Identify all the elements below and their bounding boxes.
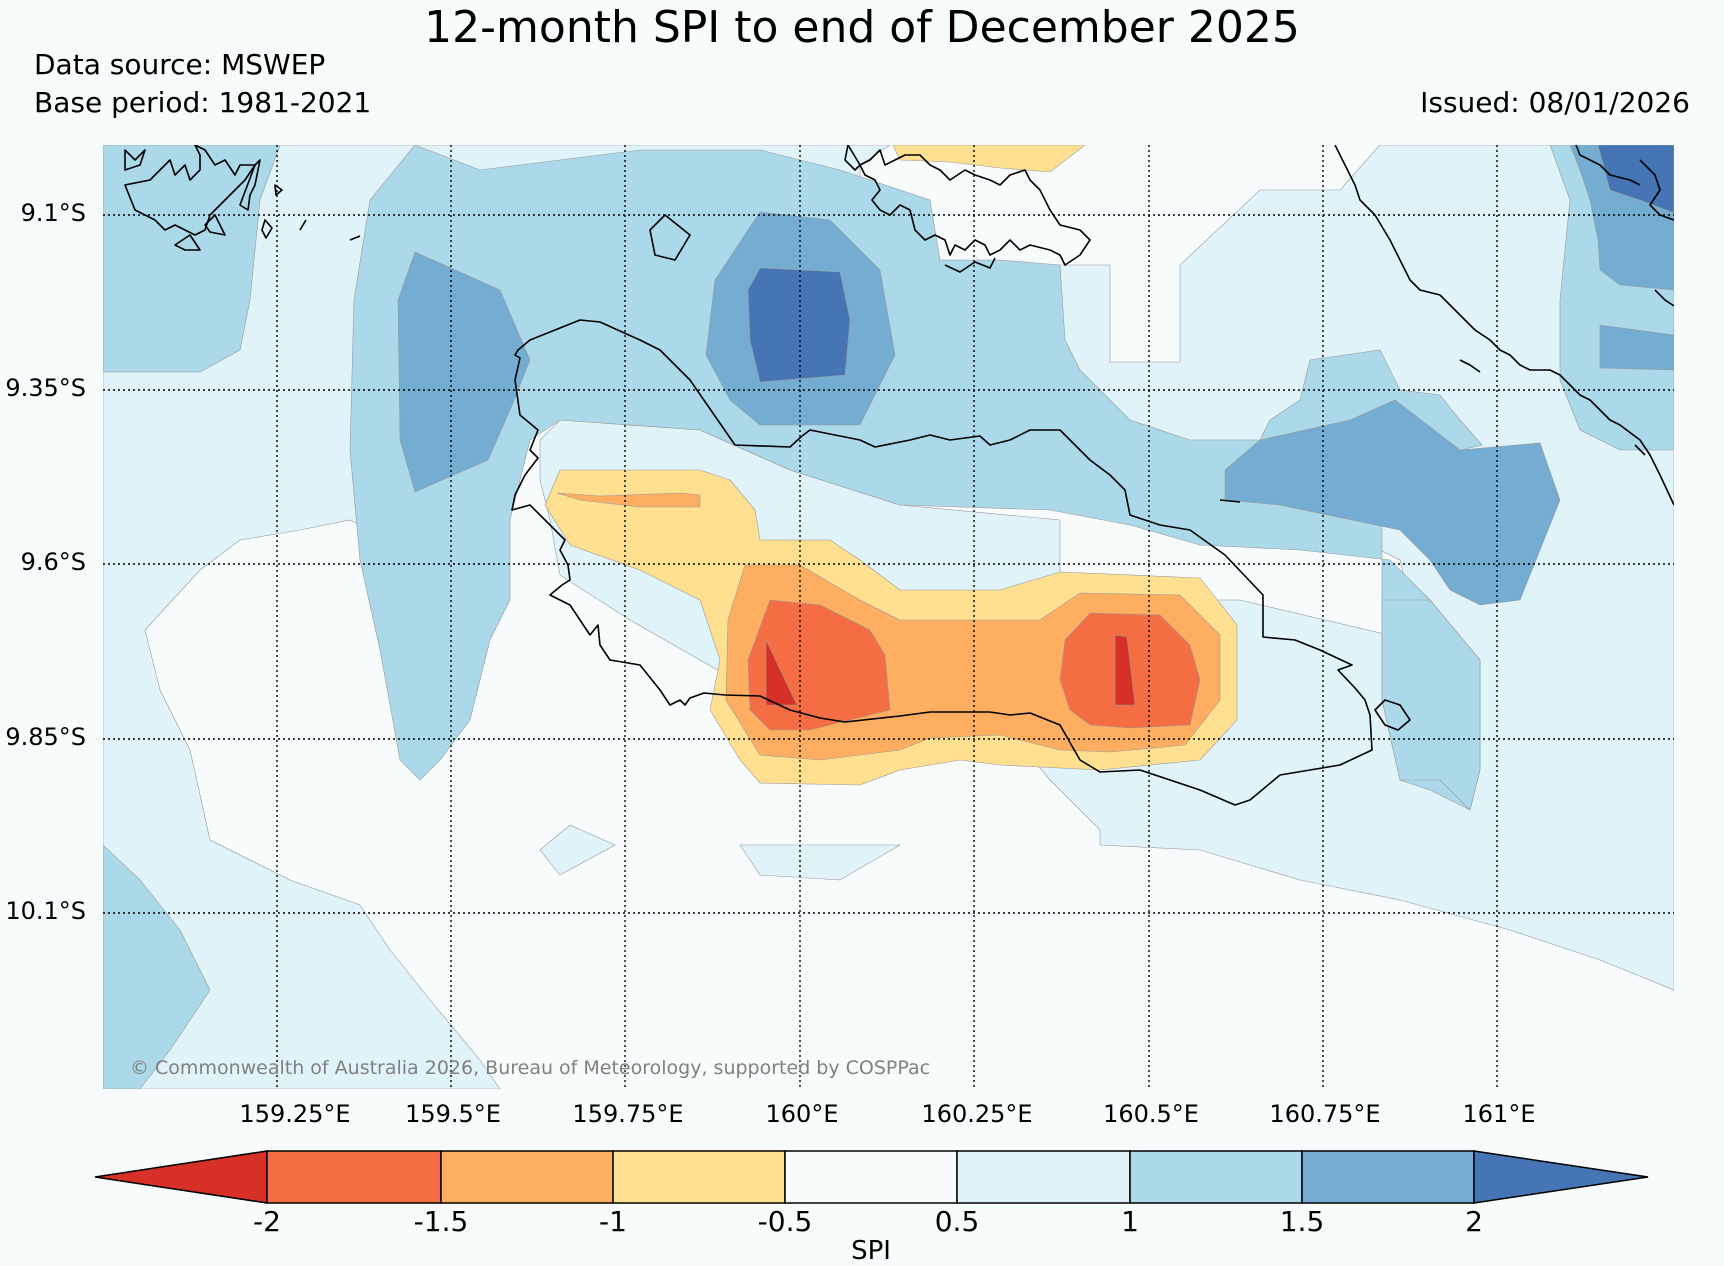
colorbar-tick: 1.5 — [1279, 1205, 1325, 1238]
lon-label: 160.5°E — [1103, 1100, 1199, 1128]
colorbar-label: SPI — [851, 1236, 891, 1266]
extremely-dry-region — [765, 634, 1136, 706]
data-source-label: Data source: MSWEP — [34, 48, 326, 81]
colorbar-tick: -1 — [599, 1205, 627, 1238]
graticule — [103, 145, 1674, 1089]
extremely-wet-region — [747, 145, 1674, 383]
colorbar-tick: 0.5 — [934, 1205, 980, 1238]
lon-label: 159.5°E — [405, 1100, 501, 1128]
colorbar-segment-mildly-dry — [612, 1150, 786, 1204]
colorbar-segment-near-normal — [784, 1150, 958, 1204]
lon-label: 160°E — [765, 1100, 839, 1128]
lat-label: 9.35°S — [5, 374, 86, 402]
colorbar-segment-mildly-wet — [956, 1150, 1131, 1204]
colorbar-tick: 2 — [1465, 1205, 1483, 1238]
lat-label: 9.85°S — [5, 723, 86, 751]
moderately-wet-region — [103, 145, 1674, 1089]
lon-label: 161°E — [1462, 1100, 1536, 1128]
copyright-notice: © Commonwealth of Australia 2026, Bureau… — [130, 1057, 931, 1079]
lat-label: 9.6°S — [20, 548, 86, 576]
coastline — [124, 145, 1674, 806]
colorbar-segment-severely-dry — [266, 1150, 442, 1204]
issued-date-label: Issued: 08/01/2026 — [1420, 86, 1690, 119]
colorbar-tick: 1 — [1121, 1205, 1139, 1238]
very-wet-region — [397, 145, 1674, 606]
lon-label: 160.75°E — [1269, 1100, 1381, 1128]
colorbar-tick: -1.5 — [413, 1205, 469, 1238]
base-period-label: Base period: 1981-2021 — [34, 86, 372, 119]
lat-label: 10.1°S — [5, 897, 86, 925]
lon-label: 160.25°E — [921, 1100, 1033, 1128]
colorbar-segment-extremely-wet — [1473, 1150, 1649, 1204]
map-plot-area — [103, 145, 1674, 1089]
colorbar-tick: -2 — [253, 1205, 281, 1238]
colorbar-segment-moderately-wet — [1129, 1150, 1303, 1204]
lat-label: 9.1°S — [20, 199, 86, 227]
map-title: 12-month SPI to end of December 2025 — [424, 2, 1300, 53]
lon-label: 159.75°E — [572, 1100, 684, 1128]
lon-label: 159.25°E — [239, 1100, 351, 1128]
colorbar — [94, 1150, 1649, 1204]
colorbar-segment-extremely-dry — [94, 1150, 268, 1204]
colorbar-segment-moderately-dry — [440, 1150, 614, 1204]
colorbar-tick: -0.5 — [757, 1205, 813, 1238]
colorbar-segment-very-wet — [1301, 1150, 1475, 1204]
